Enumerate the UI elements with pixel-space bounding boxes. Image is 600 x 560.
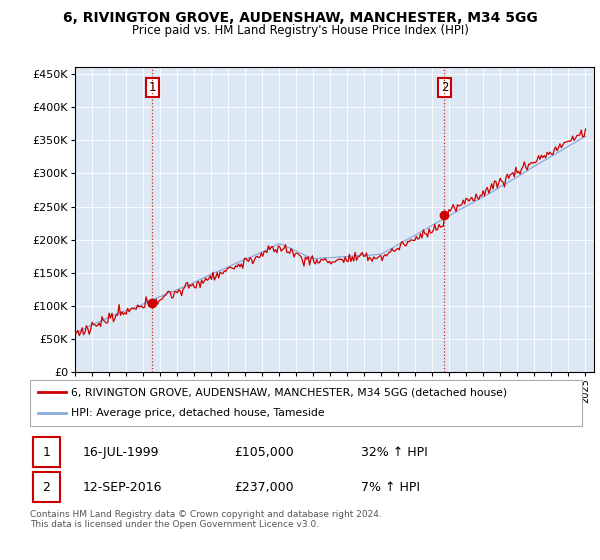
Text: HPI: Average price, detached house, Tameside: HPI: Average price, detached house, Tame… [71, 408, 325, 418]
Text: 7% ↑ HPI: 7% ↑ HPI [361, 480, 420, 494]
Text: 6, RIVINGTON GROVE, AUDENSHAW, MANCHESTER, M34 5GG (detached house): 6, RIVINGTON GROVE, AUDENSHAW, MANCHESTE… [71, 387, 508, 397]
Text: 1: 1 [43, 446, 50, 459]
Text: 12-SEP-2016: 12-SEP-2016 [82, 480, 162, 494]
Text: 16-JUL-1999: 16-JUL-1999 [82, 446, 159, 459]
Text: £105,000: £105,000 [234, 446, 294, 459]
Text: Contains HM Land Registry data © Crown copyright and database right 2024.
This d: Contains HM Land Registry data © Crown c… [30, 510, 382, 529]
Text: 32% ↑ HPI: 32% ↑ HPI [361, 446, 428, 459]
Text: 2: 2 [440, 81, 448, 94]
Text: Price paid vs. HM Land Registry's House Price Index (HPI): Price paid vs. HM Land Registry's House … [131, 24, 469, 36]
Text: £237,000: £237,000 [234, 480, 294, 494]
Text: 6, RIVINGTON GROVE, AUDENSHAW, MANCHESTER, M34 5GG: 6, RIVINGTON GROVE, AUDENSHAW, MANCHESTE… [62, 11, 538, 25]
Text: 2: 2 [43, 480, 50, 494]
FancyBboxPatch shape [30, 380, 582, 426]
Text: 1: 1 [149, 81, 156, 94]
FancyBboxPatch shape [33, 472, 61, 502]
FancyBboxPatch shape [33, 437, 61, 468]
